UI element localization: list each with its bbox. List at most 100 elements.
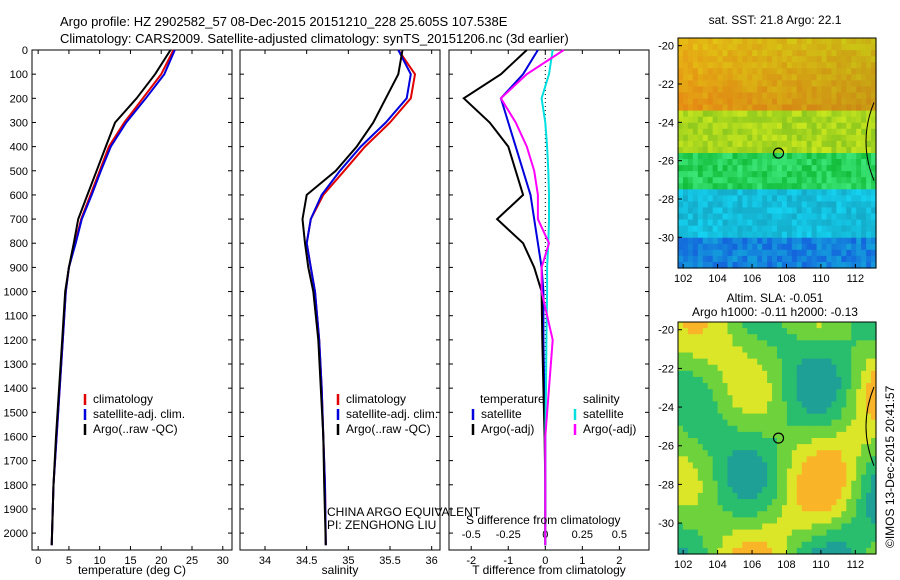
series-line-satellite-salinity- <box>540 49 554 546</box>
lat-tick-label: -28 <box>658 479 674 491</box>
float-position-marker <box>772 147 785 159</box>
depth-tick-label: 1200 <box>4 335 28 347</box>
lon-tick-label: 102 <box>674 273 692 285</box>
depth-tick-labels: 0 100 200 300 400 500 600 700 800 900 1000 1100 1200… <box>4 45 28 540</box>
x-tick-label: 30 <box>217 555 229 567</box>
depth-tick-label: 100 <box>10 69 28 81</box>
sst-map: 102 104 106 108 110 112 -20 -22 -24 -26 -28 -30 <box>658 37 877 285</box>
x-tick-label: 25 <box>186 555 198 567</box>
map-frame <box>677 321 877 555</box>
salinity-panel-frame <box>239 49 441 551</box>
x-tick-label: 1 <box>579 555 585 567</box>
depth-tick-label: 700 <box>10 214 28 226</box>
x-tick-label: 35 <box>342 555 354 567</box>
depth-tick-label: 1500 <box>4 407 28 419</box>
legend-entry-salinity: Argo(-adj) <box>583 422 636 436</box>
legend-entry: climatology <box>346 392 406 406</box>
header-line-1: Argo profile: HZ 2902582_57 08-Dec-2015 … <box>60 14 508 29</box>
sla-map-title-2: Argo h1000: -0.11 h2000: -0.13 <box>692 305 858 319</box>
depth-tick-label: 1700 <box>4 456 28 468</box>
lon-tick-label: 108 <box>777 559 795 571</box>
depth-tick-label: 200 <box>10 93 28 105</box>
x-tick-label: -2 <box>466 555 476 567</box>
salinity-profile-plot: 34 34.5 35 35.5 36 <box>240 49 440 567</box>
series-line-satellite <box>499 49 547 546</box>
legend-entry: climatology <box>93 392 153 406</box>
lat-tick-label: -28 <box>658 194 674 206</box>
depth-tick-label: 600 <box>10 190 28 202</box>
depth-tick-label: 1000 <box>4 287 28 299</box>
lat-tick-label: -24 <box>658 402 674 414</box>
depth-tick-label: 1100 <box>4 311 28 323</box>
lat-tick-label: -22 <box>658 79 674 91</box>
s-diff-label: S difference from climatology <box>466 513 621 527</box>
series-line-climatology <box>50 49 175 546</box>
lat-tick-label: -20 <box>658 41 674 53</box>
lon-tick-label: 106 <box>743 559 761 571</box>
legend-entry-salinity: satellite <box>583 407 624 421</box>
lat-tick-label: -26 <box>658 441 674 453</box>
lon-tick-label: 104 <box>708 559 726 571</box>
x-tick-label: 15 <box>124 555 136 567</box>
legend-entry: satellite-adj. clim. <box>346 407 438 421</box>
program-label: CHINA ARGO EQUIVALENT <box>327 505 481 519</box>
series-line-argo-raw-qc- <box>50 49 172 546</box>
depth-tick-label: 800 <box>10 238 28 250</box>
legend-head-salinity: salinity <box>583 392 620 406</box>
legend-entry: satellite-adj. clim. <box>93 407 185 421</box>
x-tick-label: 2 <box>616 555 622 567</box>
series-line-argo-raw-qc- <box>301 49 404 546</box>
depth-tick-label: 500 <box>10 166 28 178</box>
lat-tick-label: -30 <box>658 232 674 244</box>
lon-tick-label: 110 <box>812 273 830 285</box>
series-line-argo-adj- <box>462 49 547 546</box>
difference-plot: -2 -1 0 1 2-0.5 -0.25 0 0.25 0.5 <box>449 49 649 567</box>
coastline <box>865 102 875 181</box>
header-line-2: Climatology: CARS2009. Satellite-adjuste… <box>60 31 569 46</box>
depth-tick-label: 1800 <box>4 480 28 492</box>
temperature-profile-plot: 0 5 10 15 20 25 30 <box>32 49 232 567</box>
x-tick-label: 5 <box>66 555 72 567</box>
series-line-satellite-adj-clim- <box>305 49 412 546</box>
lon-tick-label: 106 <box>743 273 761 285</box>
depth-tick-label: 300 <box>10 117 28 129</box>
legend-entry-temperature: satellite <box>481 407 522 421</box>
x-tick-label: -1 <box>503 555 513 567</box>
depth-tick-label: 1300 <box>4 359 28 371</box>
x-tick-label: 20 <box>155 555 167 567</box>
legend-entry: Argo(..raw -QC) <box>93 422 178 436</box>
depth-tick-label: 2000 <box>4 528 28 540</box>
lon-tick-label: 112 <box>847 559 865 571</box>
salinity-xlabel: salinity <box>322 563 359 577</box>
depth-tick-label: 400 <box>10 142 28 154</box>
lon-tick-label: 110 <box>812 559 830 571</box>
coastline <box>865 386 875 467</box>
lon-tick-label: 104 <box>708 273 726 285</box>
depth-tick-label: 1900 <box>4 504 28 516</box>
lon-tick-label: 102 <box>674 559 692 571</box>
map-frame <box>677 37 877 269</box>
difference-panel-frame <box>448 49 650 551</box>
x-tick-label: 34.5 <box>296 555 317 567</box>
s-diff-tick-label: 0.25 <box>572 529 593 541</box>
lat-tick-label: -20 <box>658 325 674 337</box>
series-line-satellite-adj-clim- <box>50 49 176 546</box>
s-diff-tick-label: -0.25 <box>496 529 521 541</box>
tdiff-xlabel: T difference from climatology <box>472 563 626 577</box>
timestamp-label: ©IMOS 13-Dec-2015 20:41:57 <box>883 385 897 548</box>
x-tick-label: 36 <box>426 555 438 567</box>
x-tick-label: 0 <box>542 555 548 567</box>
x-tick-label: 34 <box>259 555 271 567</box>
lon-tick-label: 112 <box>847 273 865 285</box>
depth-tick-label: 0 <box>22 45 28 57</box>
x-tick-label: 0 <box>35 555 41 567</box>
sla-map: 102 104 106 108 110 112 -20 -22 -24 -26 -28 -30 <box>658 321 877 571</box>
float-position-marker <box>772 432 785 444</box>
lat-tick-label: -26 <box>658 156 674 168</box>
legend-entry: Argo(..raw -QC) <box>346 422 431 436</box>
s-diff-tick-label: 0.5 <box>612 529 627 541</box>
temperature-xlabel: temperature (deg C) <box>78 563 186 577</box>
x-tick-label: 35.5 <box>379 555 400 567</box>
